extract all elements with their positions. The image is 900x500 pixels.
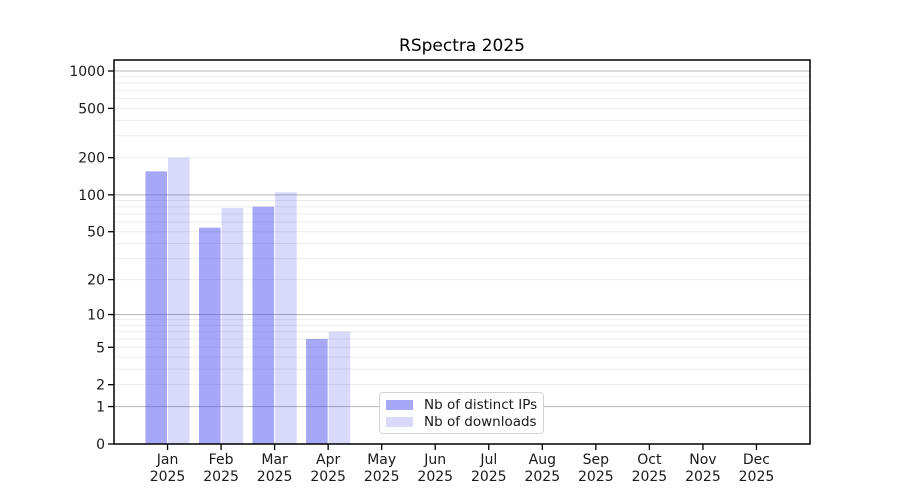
x-tick-year-feb: 2025 <box>203 469 239 485</box>
bar-mar-downloads <box>275 192 297 444</box>
bar-apr-distinct-ips <box>306 338 328 444</box>
legend: Nb of distinct IPs Nb of downloads <box>379 392 544 434</box>
y-tick-label-100: 100 <box>78 188 105 204</box>
y-tick-label-0: 0 <box>96 437 105 453</box>
x-tick-label-jul: Jul <box>479 452 497 468</box>
x-tick-year-dec: 2025 <box>739 469 775 485</box>
y-tick-label-500: 500 <box>78 101 105 117</box>
y-tick-label-10: 10 <box>87 308 105 324</box>
x-tick-year-aug: 2025 <box>524 469 560 485</box>
plot-border <box>113 59 811 445</box>
bar-apr-downloads <box>328 331 351 444</box>
legend-label-distinct-ips: Nb of distinct IPs <box>424 396 538 413</box>
x-tick-year-apr: 2025 <box>310 469 346 485</box>
legend-item-downloads: Nb of downloads <box>386 413 537 430</box>
y-tick-label-2: 2 <box>96 378 105 394</box>
bar-feb-downloads <box>221 208 244 444</box>
x-tick-year-nov: 2025 <box>685 469 721 485</box>
x-tick-label-nov: Nov <box>689 452 716 468</box>
y-tick-label-200: 200 <box>78 151 105 167</box>
y-tick-label-20: 20 <box>87 273 105 289</box>
x-tick-label-sep: Sep <box>583 452 610 468</box>
bar-feb-distinct-ips <box>198 227 221 444</box>
y-tick-label-1: 1 <box>96 400 105 416</box>
bar-jan-downloads <box>168 157 190 445</box>
x-tick-year-jun: 2025 <box>417 469 453 485</box>
y-tick-label-1000: 1000 <box>69 64 105 80</box>
legend-swatch-downloads-icon <box>386 416 413 427</box>
y-tick-label-50: 50 <box>87 225 105 241</box>
x-tick-label-oct: Oct <box>637 452 662 468</box>
x-tick-year-sep: 2025 <box>578 469 614 485</box>
x-tick-label-jan: Jan <box>156 452 179 468</box>
x-tick-label-aug: Aug <box>529 452 556 468</box>
legend-label-downloads: Nb of downloads <box>424 413 537 430</box>
chart-title: RSpectra 2025 <box>399 36 525 56</box>
x-tick-year-jan: 2025 <box>150 469 186 485</box>
x-tick-label-jun: Jun <box>423 452 446 468</box>
bar-mar-distinct-ips <box>252 206 275 444</box>
x-tick-year-jul: 2025 <box>471 469 507 485</box>
x-tick-label-mar: Mar <box>261 452 288 468</box>
x-tick-label-apr: Apr <box>316 452 340 468</box>
x-tick-label-dec: Dec <box>743 452 770 468</box>
x-tick-year-oct: 2025 <box>632 469 668 485</box>
x-tick-label-feb: Feb <box>209 452 234 468</box>
x-tick-year-mar: 2025 <box>257 469 293 485</box>
legend-swatch-distinct-ips-icon <box>386 399 413 410</box>
bar-jan-distinct-ips <box>145 171 168 444</box>
x-tick-year-may: 2025 <box>364 469 400 485</box>
legend-item-distinct-ips: Nb of distinct IPs <box>386 396 537 413</box>
x-tick-label-may: May <box>367 452 396 468</box>
y-tick-label-5: 5 <box>96 340 105 356</box>
